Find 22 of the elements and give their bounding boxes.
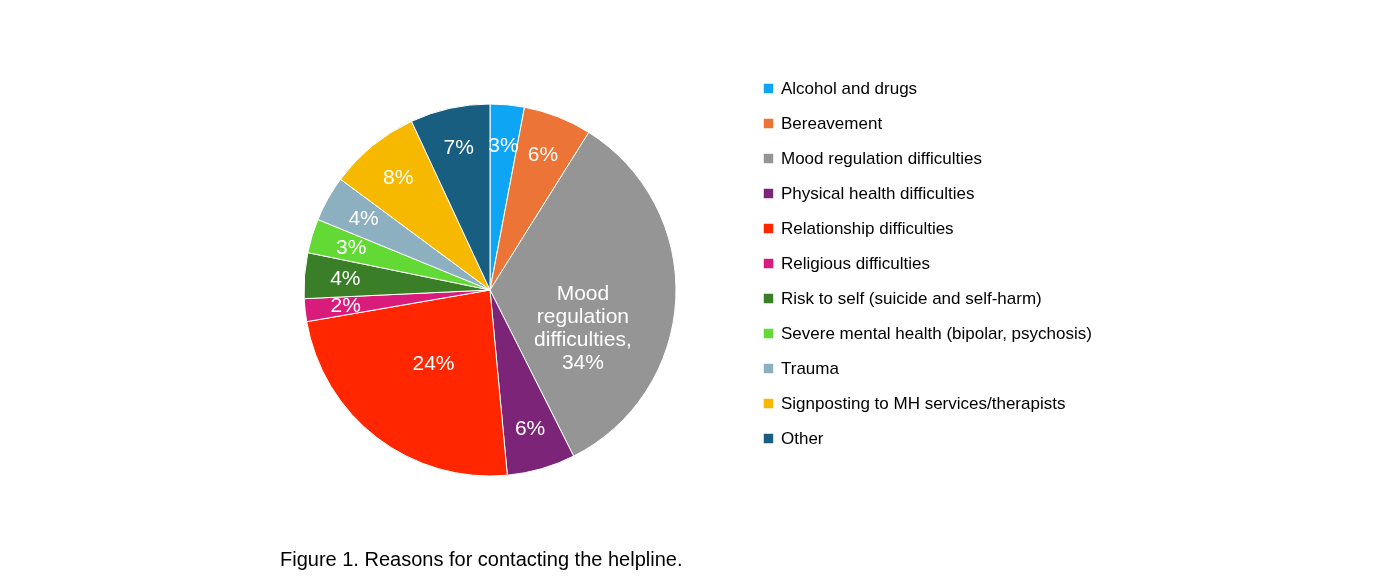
- legend-label: Mood regulation difficulties: [781, 148, 982, 168]
- legend-label: Other: [781, 428, 824, 448]
- data-label: 6%: [514, 416, 546, 440]
- data-label: 4%: [348, 205, 379, 229]
- data-label: 3%: [336, 234, 367, 258]
- legend-label: Severe mental health (bipolar, psychosis): [781, 323, 1092, 343]
- data-label: Mood regulation difficulties, 34%: [534, 281, 632, 374]
- data-label: 7%: [443, 135, 474, 159]
- text: Figure 1. Reasons for contacting the helpline.: [280, 548, 683, 570]
- data-label: 24%: [412, 350, 455, 374]
- legend-label: Relationship difficulties: [781, 218, 954, 238]
- legend-label: Signposting to MH services/therapists: [781, 393, 1066, 413]
- legend-label: Religious difficulties: [781, 253, 930, 273]
- data-label: 2%: [330, 292, 361, 316]
- legend-label: Alcohol and drugs: [781, 78, 918, 98]
- legend-label: Trauma: [781, 358, 840, 378]
- data-label: 8%: [383, 164, 414, 188]
- data-label: 4%: [330, 265, 361, 289]
- data-label: 6%: [527, 141, 559, 165]
- legend-label: Bereavement: [781, 113, 883, 133]
- legend-label: Physical health difficulties: [781, 183, 975, 203]
- legend-label: Risk to self (suicide and self-harm): [781, 288, 1042, 308]
